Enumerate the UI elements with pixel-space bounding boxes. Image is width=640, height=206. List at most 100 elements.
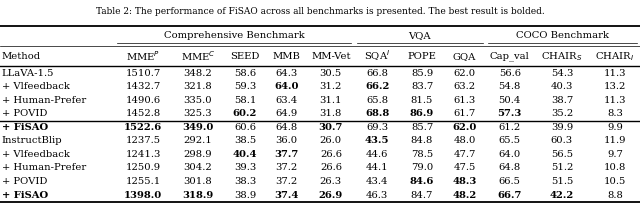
- Text: 62.0: 62.0: [454, 69, 476, 77]
- Text: 86.9: 86.9: [410, 109, 434, 118]
- Text: 54.3: 54.3: [551, 69, 573, 77]
- Text: GQA: GQA: [453, 52, 476, 61]
- Text: 51.5: 51.5: [551, 177, 573, 186]
- Text: LLaVA-1.5: LLaVA-1.5: [2, 69, 54, 77]
- Text: 37.7: 37.7: [275, 150, 299, 159]
- Text: 48.2: 48.2: [452, 191, 477, 200]
- Text: 50.4: 50.4: [499, 96, 521, 105]
- Text: 325.3: 325.3: [184, 109, 212, 118]
- Text: 26.6: 26.6: [320, 164, 342, 172]
- Text: 10.5: 10.5: [604, 177, 626, 186]
- Text: 30.7: 30.7: [319, 123, 343, 132]
- Text: 26.6: 26.6: [320, 150, 342, 159]
- Text: 26.9: 26.9: [319, 191, 343, 200]
- Text: 48.0: 48.0: [453, 136, 476, 145]
- Text: 39.9: 39.9: [551, 123, 573, 132]
- Text: 46.3: 46.3: [366, 191, 388, 200]
- Text: 66.7: 66.7: [497, 191, 522, 200]
- Text: 38.3: 38.3: [234, 177, 256, 186]
- Text: 56.5: 56.5: [551, 150, 573, 159]
- Text: 85.7: 85.7: [411, 123, 433, 132]
- Text: 64.9: 64.9: [276, 109, 298, 118]
- Text: 1432.7: 1432.7: [125, 82, 161, 91]
- Text: + Vlfeedback: + Vlfeedback: [2, 82, 70, 91]
- Text: 30.5: 30.5: [320, 69, 342, 77]
- Text: 61.3: 61.3: [453, 96, 476, 105]
- Text: 64.0: 64.0: [499, 150, 521, 159]
- Text: 1522.6: 1522.6: [124, 123, 162, 132]
- Text: 11.3: 11.3: [604, 69, 626, 77]
- Text: 64.0: 64.0: [275, 82, 299, 91]
- Text: 60.2: 60.2: [233, 109, 257, 118]
- Text: 51.2: 51.2: [551, 164, 573, 172]
- Text: Cap_val: Cap_val: [490, 51, 530, 61]
- Text: 44.1: 44.1: [366, 164, 388, 172]
- Text: 318.9: 318.9: [182, 191, 214, 200]
- Text: InstructBlip: InstructBlip: [2, 136, 63, 145]
- Text: 62.0: 62.0: [452, 123, 477, 132]
- Text: 36.0: 36.0: [276, 136, 298, 145]
- Text: 292.1: 292.1: [184, 136, 212, 145]
- Text: 38.9: 38.9: [234, 191, 256, 200]
- Text: 84.7: 84.7: [411, 191, 433, 200]
- Text: 85.9: 85.9: [411, 69, 433, 77]
- Text: 11.9: 11.9: [604, 136, 626, 145]
- Text: MME$^P$: MME$^P$: [126, 49, 160, 63]
- Text: 38.7: 38.7: [551, 96, 573, 105]
- Text: + FiSAO: + FiSAO: [2, 191, 48, 200]
- Text: 1250.9: 1250.9: [125, 164, 161, 172]
- Text: 1398.0: 1398.0: [124, 191, 162, 200]
- Text: + POVID: + POVID: [2, 177, 47, 186]
- Text: 54.8: 54.8: [499, 82, 521, 91]
- Text: 39.3: 39.3: [234, 164, 256, 172]
- Text: 63.2: 63.2: [454, 82, 476, 91]
- Text: + Human-Prefer: + Human-Prefer: [2, 96, 86, 105]
- Text: 65.8: 65.8: [366, 96, 388, 105]
- Text: 10.8: 10.8: [604, 164, 626, 172]
- Text: 81.5: 81.5: [411, 96, 433, 105]
- Text: 1237.5: 1237.5: [125, 136, 161, 145]
- Text: 298.9: 298.9: [184, 150, 212, 159]
- Text: 83.7: 83.7: [411, 82, 433, 91]
- Text: CHAIR$_S$: CHAIR$_S$: [541, 50, 582, 63]
- Text: 69.3: 69.3: [366, 123, 388, 132]
- Text: 66.2: 66.2: [365, 82, 389, 91]
- Text: MM-Vet: MM-Vet: [311, 52, 351, 61]
- Text: CHAIR$_I$: CHAIR$_I$: [595, 50, 634, 63]
- Text: 26.0: 26.0: [320, 136, 342, 145]
- Text: 57.3: 57.3: [497, 109, 522, 118]
- Text: 9.9: 9.9: [607, 123, 623, 132]
- Text: 304.2: 304.2: [184, 164, 212, 172]
- Text: 1490.6: 1490.6: [125, 96, 161, 105]
- Text: 56.6: 56.6: [499, 69, 521, 77]
- Text: 47.5: 47.5: [453, 164, 476, 172]
- Text: 42.2: 42.2: [550, 191, 574, 200]
- Text: 48.3: 48.3: [452, 177, 477, 186]
- Text: 64.8: 64.8: [499, 164, 521, 172]
- Text: 1452.8: 1452.8: [125, 109, 161, 118]
- Text: 61.2: 61.2: [499, 123, 521, 132]
- Text: 40.3: 40.3: [551, 82, 573, 91]
- Text: 13.2: 13.2: [604, 82, 626, 91]
- Text: 84.6: 84.6: [410, 177, 434, 186]
- Text: 66.8: 66.8: [366, 69, 388, 77]
- Text: Table 2: The performance of FiSAO across all benchmarks is presented. The best r: Table 2: The performance of FiSAO across…: [95, 7, 545, 16]
- Text: 1255.1: 1255.1: [125, 177, 161, 186]
- Text: 68.8: 68.8: [365, 109, 389, 118]
- Text: 61.7: 61.7: [453, 109, 476, 118]
- Text: 349.0: 349.0: [182, 123, 214, 132]
- Text: MME$^C$: MME$^C$: [180, 49, 215, 63]
- Text: 26.3: 26.3: [320, 177, 342, 186]
- Text: 78.5: 78.5: [411, 150, 433, 159]
- Text: 31.1: 31.1: [319, 96, 342, 105]
- Text: 301.8: 301.8: [184, 177, 212, 186]
- Text: 43.5: 43.5: [365, 136, 390, 145]
- Text: 60.3: 60.3: [551, 136, 573, 145]
- Text: + Human-Prefer: + Human-Prefer: [2, 164, 86, 172]
- Text: COCO Benchmark: COCO Benchmark: [516, 31, 609, 40]
- Text: 63.4: 63.4: [276, 96, 298, 105]
- Text: 58.1: 58.1: [234, 96, 256, 105]
- Text: 31.2: 31.2: [319, 82, 342, 91]
- Text: + POVID: + POVID: [2, 109, 47, 118]
- Text: MMB: MMB: [273, 52, 301, 61]
